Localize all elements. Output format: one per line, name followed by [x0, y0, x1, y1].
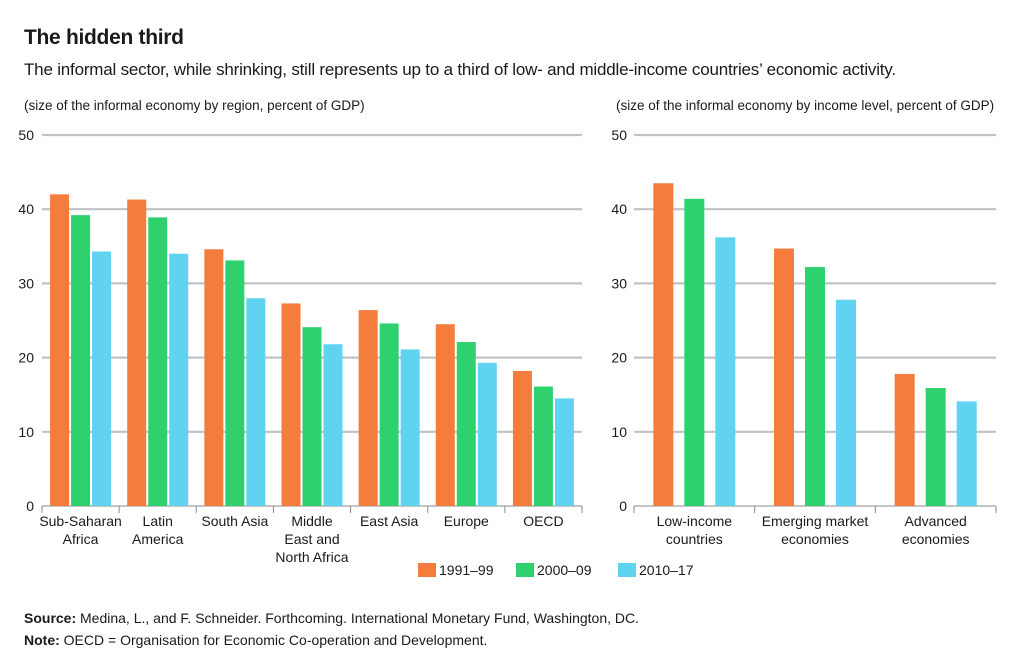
category-label: America — [132, 531, 184, 547]
y-tick-label: 50 — [611, 127, 627, 143]
bar-2 — [456, 342, 476, 506]
note-text: OECD = Organisation for Economic Co-oper… — [59, 632, 488, 648]
category-label: Latin — [143, 513, 173, 529]
y-tick-label: 50 — [18, 127, 34, 143]
bar-3 — [400, 349, 420, 506]
category-label: East and — [284, 531, 339, 547]
y-tick-label: 0 — [619, 498, 627, 514]
bar-1 — [358, 310, 378, 506]
bar-3 — [477, 362, 497, 506]
y-tick-label: 20 — [18, 350, 34, 366]
y-tick-label: 0 — [26, 498, 34, 514]
bar-2 — [925, 388, 946, 506]
y-tick-label: 40 — [18, 201, 34, 217]
bar-1 — [127, 199, 147, 506]
category-label: Europe — [444, 513, 489, 529]
category-label: Low-income — [657, 513, 733, 529]
category-label: countries — [666, 531, 723, 547]
bar-2 — [148, 217, 168, 506]
right-panel-title: (size of the informal economy by income … — [616, 98, 995, 113]
left-panel-title: (size of the informal economy by region,… — [24, 98, 365, 113]
bar-1 — [774, 248, 794, 506]
note-line: Note: OECD = Organisation for Economic C… — [24, 632, 487, 648]
legend-label: 2000–09 — [537, 562, 592, 578]
bar-3 — [169, 253, 189, 506]
source-line: Source: Medina, L., and F. Schneider. Fo… — [24, 610, 639, 626]
y-tick-label: 30 — [611, 275, 627, 291]
bar-2 — [533, 386, 553, 506]
bar-3 — [836, 299, 856, 506]
bar-1 — [653, 183, 674, 507]
bar-1 — [435, 324, 455, 506]
chart-title: The hidden third — [24, 26, 184, 49]
y-tick-label: 10 — [18, 424, 34, 440]
bar-1 — [204, 249, 224, 506]
bar-2 — [805, 267, 825, 506]
bar-1 — [512, 370, 532, 506]
bar-2 — [71, 215, 91, 507]
bar-2 — [684, 198, 705, 506]
note-label: Note: — [24, 632, 60, 648]
y-tick-label: 30 — [18, 275, 34, 291]
legend-label: 2010–17 — [639, 562, 694, 578]
category-label: East Asia — [360, 513, 419, 529]
category-label: Sub-Saharan — [39, 513, 122, 529]
bar-1 — [281, 303, 301, 506]
bar-2 — [302, 327, 322, 506]
category-label: North Africa — [275, 549, 348, 565]
legend-swatch — [618, 563, 636, 577]
bar-3 — [715, 237, 736, 506]
legend-label: 1991–99 — [439, 562, 494, 578]
source-text: Medina, L., and F. Schneider. Forthcomin… — [76, 610, 640, 626]
chart-subtitle: The informal sector, while shrinking, st… — [24, 60, 896, 79]
category-label: Advanced — [905, 513, 967, 529]
bar-1 — [894, 373, 915, 506]
category-label: OECD — [523, 513, 563, 529]
bar-3 — [956, 401, 977, 506]
bar-3 — [554, 398, 574, 506]
category-label: Middle — [291, 513, 332, 529]
category-label: Emerging market — [762, 513, 869, 529]
category-label: South Asia — [201, 513, 268, 529]
y-tick-label: 10 — [611, 424, 627, 440]
category-label: Africa — [63, 531, 99, 547]
bar-3 — [246, 298, 266, 506]
category-label: economies — [781, 531, 849, 547]
bar-3 — [323, 344, 343, 506]
bar-3 — [92, 251, 112, 506]
bar-2 — [379, 323, 399, 506]
y-tick-label: 20 — [611, 350, 627, 366]
source-label: Source: — [24, 610, 77, 626]
bar-2 — [225, 260, 245, 506]
legend-swatch — [418, 563, 436, 577]
bar-1 — [50, 194, 70, 507]
y-tick-label: 40 — [611, 201, 627, 217]
legend-swatch — [516, 563, 534, 577]
category-label: economies — [902, 531, 970, 547]
